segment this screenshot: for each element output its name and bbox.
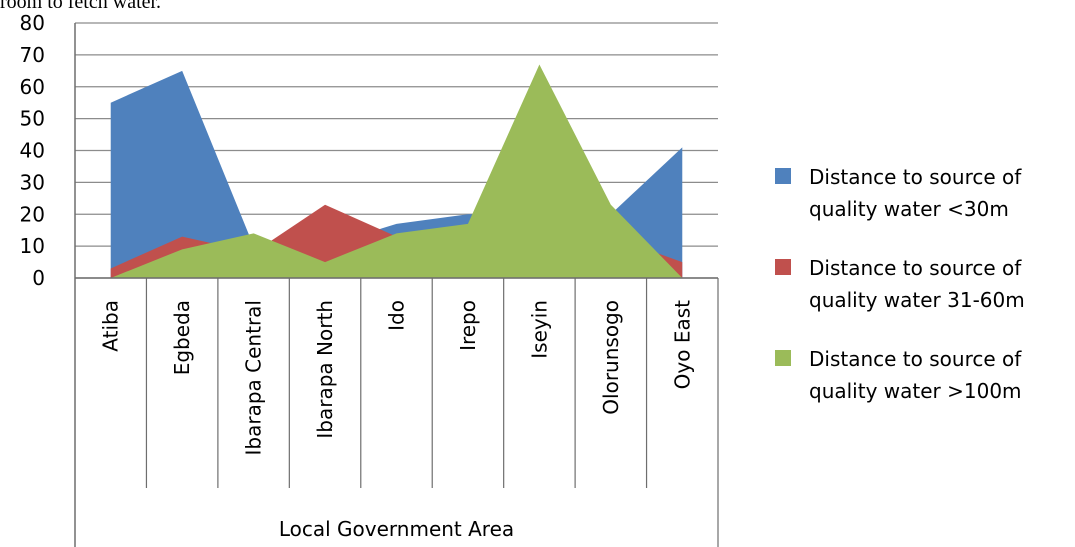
legend-item: Distance to source of quality water 31-60… bbox=[775, 256, 1025, 312]
y-tick-label: 10 bbox=[20, 234, 45, 258]
y-tick-label: 40 bbox=[20, 139, 45, 163]
x-axis-title: Local Government Area bbox=[279, 517, 514, 541]
y-tick-label: 50 bbox=[20, 107, 45, 131]
y-tick-label: 0 bbox=[32, 266, 45, 290]
area-series-3 bbox=[110, 64, 683, 278]
legend-label: quality water 31-60m bbox=[809, 288, 1025, 312]
x-category-label: Olorunsogo bbox=[599, 300, 623, 415]
x-category-label: Iseyin bbox=[527, 300, 551, 359]
legend-swatch bbox=[775, 259, 791, 275]
chart-axes bbox=[74, 23, 719, 547]
y-tick-label: 70 bbox=[20, 43, 45, 67]
x-category-label: Egbeda bbox=[170, 300, 194, 375]
x-category-label: Irepo bbox=[456, 300, 480, 351]
y-axis-ticks: 0 10 20 30 40 50 60 70 80 bbox=[20, 11, 45, 290]
x-category-label: Ido bbox=[385, 300, 409, 331]
x-category-label: Oyo East bbox=[670, 300, 694, 389]
top-text: room to fetch water. bbox=[0, 0, 162, 13]
y-tick-label: 30 bbox=[20, 170, 45, 194]
legend-label: quality water >100m bbox=[809, 379, 1022, 403]
legend-label: quality water <30m bbox=[809, 197, 1009, 221]
legend-item: Distance to source of quality water <30m bbox=[775, 165, 1022, 221]
chart-areas bbox=[110, 64, 683, 278]
legend-item: Distance to source of quality water >100m bbox=[775, 347, 1022, 403]
x-category-label: Atiba bbox=[99, 300, 123, 352]
y-tick-label: 20 bbox=[20, 202, 45, 226]
legend-swatch bbox=[775, 350, 791, 366]
x-axis-categories: Atiba Egbeda Ibarapa Central Ibarapa North I… bbox=[99, 300, 695, 456]
y-tick-label: 80 bbox=[20, 11, 45, 35]
legend-label: Distance to source of bbox=[809, 256, 1022, 280]
legend-label: Distance to source of bbox=[809, 165, 1022, 189]
x-category-label: Ibarapa North bbox=[313, 300, 337, 439]
y-tick-label: 60 bbox=[20, 75, 45, 99]
x-category-label: Ibarapa Central bbox=[242, 300, 266, 455]
legend-swatch bbox=[775, 168, 791, 184]
legend-label: Distance to source of bbox=[809, 347, 1022, 371]
